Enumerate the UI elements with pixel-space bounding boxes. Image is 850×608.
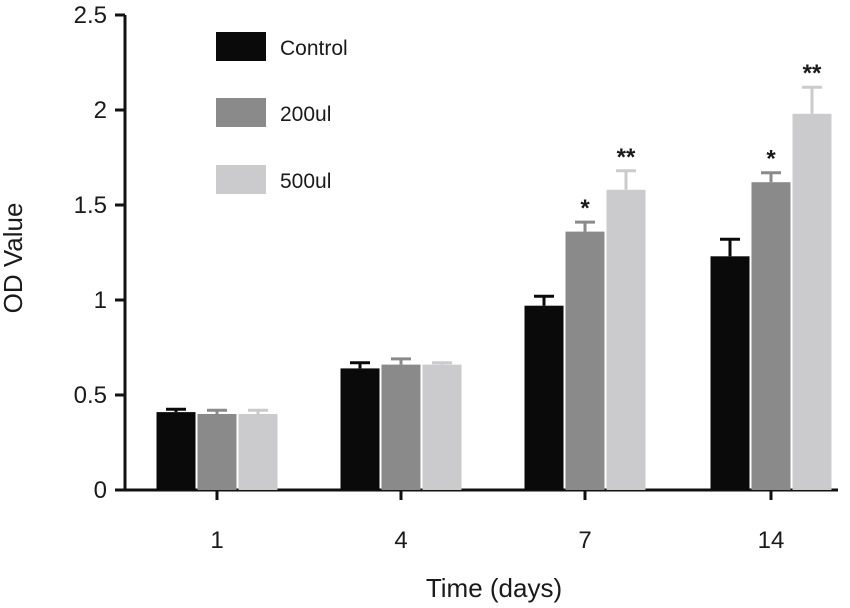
- legend-label-500ul: 500ul: [280, 170, 331, 193]
- y-tick-label: 0: [94, 477, 107, 504]
- bar-500ul-day-14: [792, 113, 832, 491]
- significance-marker: *: [766, 146, 776, 173]
- bar-200ul-day-1: [197, 414, 237, 490]
- bar-control-day-7: [524, 305, 564, 490]
- significance-group: *** ***: [580, 60, 822, 222]
- bar-200ul-day-4: [381, 364, 421, 490]
- legend-label-control: Control: [280, 37, 348, 60]
- bar-control-day-14: [710, 256, 750, 490]
- bar-500ul-day-7: [606, 189, 646, 491]
- y-axis: 0 0.5 1 1.5 2 2.5: [74, 2, 127, 504]
- legend-label-200ul: 200ul: [280, 103, 331, 126]
- legend: Control 200ul 500ul: [216, 32, 348, 194]
- x-axis: 1 4 7 14: [125, 488, 838, 554]
- bar-500ul-day-1: [238, 414, 278, 490]
- x-tick-label: 4: [394, 527, 407, 554]
- bar-control-day-1: [156, 412, 196, 490]
- y-axis-title: OD Value: [0, 203, 28, 314]
- bar-200ul-day-14: [751, 182, 791, 490]
- y-tick-label: 1: [94, 287, 107, 314]
- legend-swatch-500ul: [216, 165, 266, 194]
- bar-control-day-4: [340, 368, 380, 490]
- x-tick-label: 7: [578, 527, 591, 554]
- legend-swatch-200ul: [216, 98, 266, 127]
- bar-500ul-day-4: [422, 364, 462, 490]
- x-tick-label: 14: [758, 527, 785, 554]
- y-tick-label: 1.5: [74, 192, 107, 219]
- significance-marker: **: [617, 144, 636, 171]
- significance-marker: *: [580, 195, 590, 222]
- y-tick-label: 2: [94, 97, 107, 124]
- bars-group: [156, 113, 832, 491]
- significance-marker: **: [803, 60, 822, 87]
- x-axis-title: Time (days): [426, 573, 562, 603]
- y-tick-label: 0.5: [74, 382, 107, 409]
- y-tick-label: 2.5: [74, 2, 107, 29]
- x-tick-label: 1: [210, 527, 223, 554]
- bar-200ul-day-7: [565, 231, 605, 490]
- legend-swatch-control: [216, 32, 266, 61]
- error-bars-group: [166, 85, 822, 414]
